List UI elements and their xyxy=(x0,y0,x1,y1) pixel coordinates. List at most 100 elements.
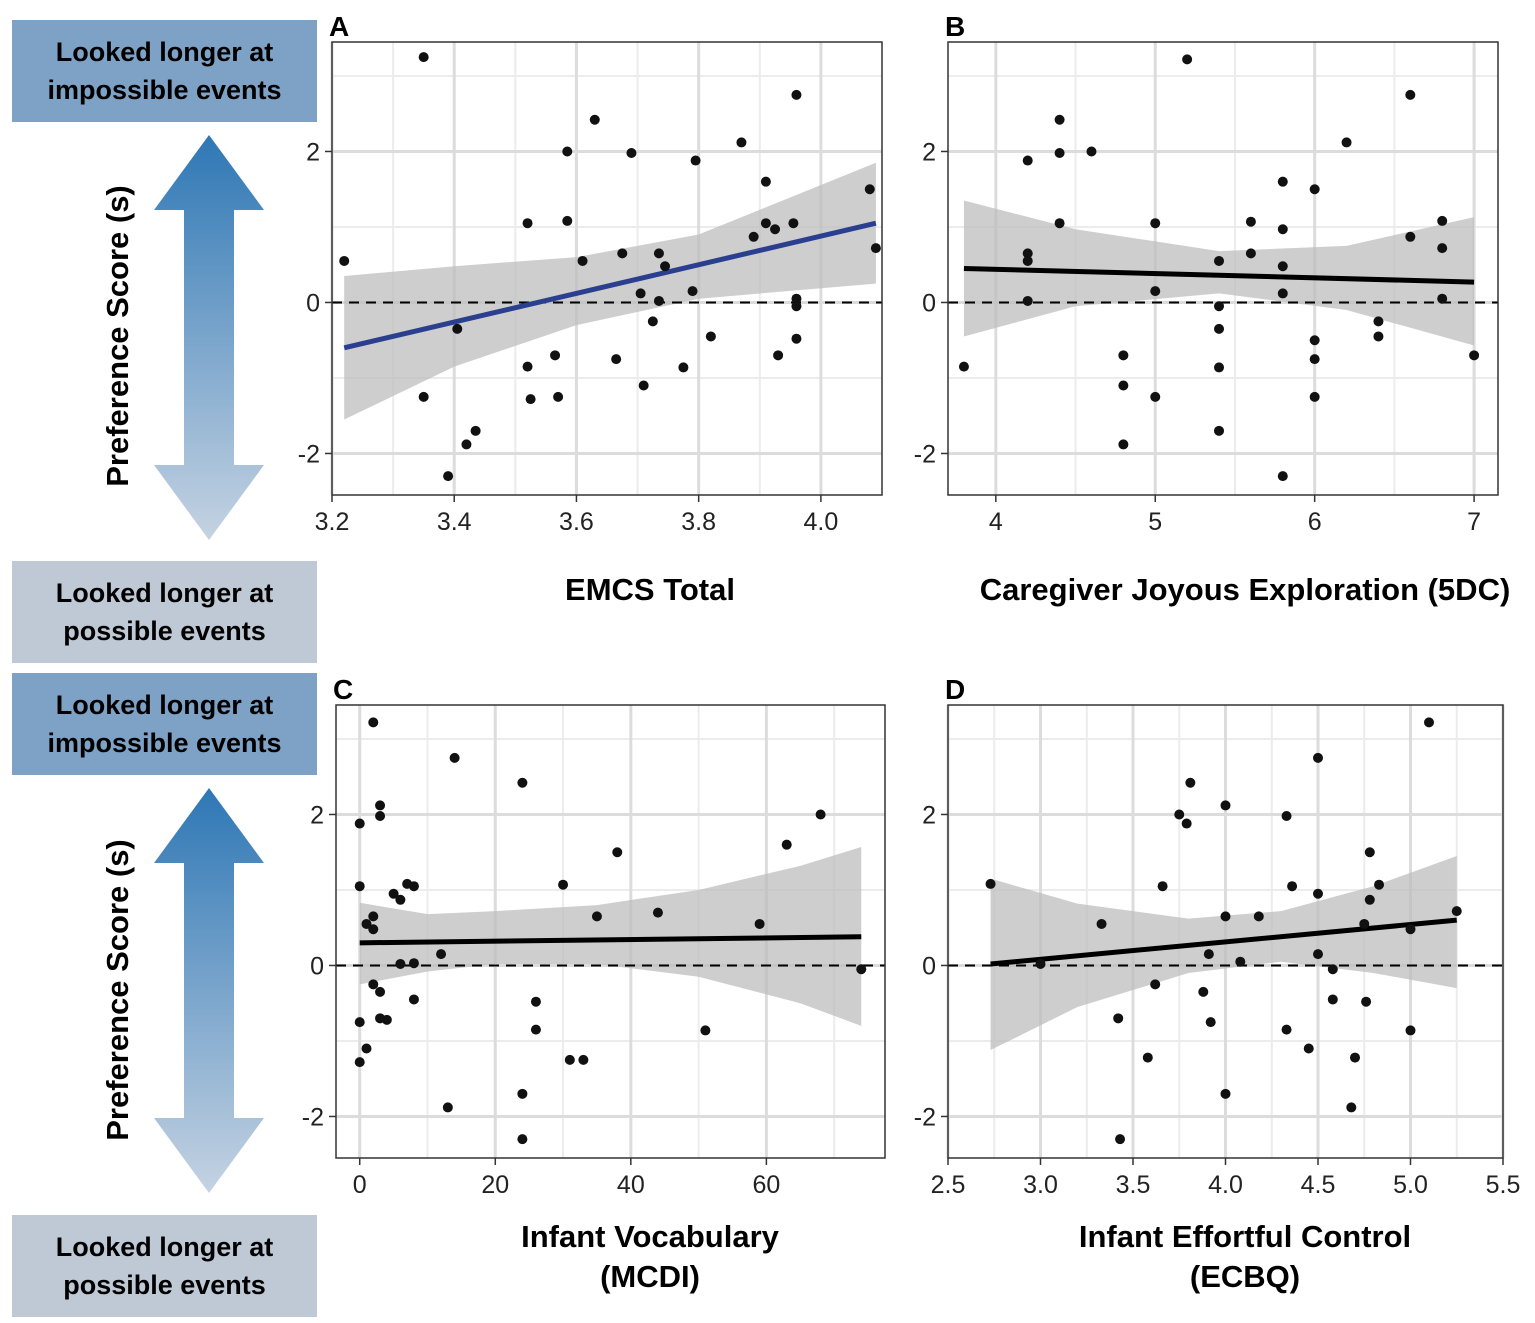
panel-d-data-point xyxy=(1327,964,1338,975)
panel-c-data-point xyxy=(354,1057,365,1068)
panel-c-data-point xyxy=(530,1024,541,1035)
panel-d-data-point xyxy=(1181,818,1192,829)
panel-c-data-point xyxy=(442,1102,453,1113)
panel-c-fit-line xyxy=(359,934,862,946)
panel-d-data-point xyxy=(1364,847,1375,858)
panel-a-data-point xyxy=(522,361,533,372)
panel-b-data-point xyxy=(1214,301,1225,312)
panel-b-data-point xyxy=(1022,295,1033,306)
panel-d-data-point xyxy=(1157,881,1168,892)
panel-c-data-point xyxy=(436,949,447,960)
panel-b-data-point xyxy=(1086,146,1097,157)
panel-d-data-point xyxy=(1198,986,1209,997)
label-possible-top-text: Looked longer at possible events xyxy=(55,578,274,646)
panel-b-data-point xyxy=(1309,391,1320,402)
label-impossible-top-text: Looked longer at impossible events xyxy=(47,37,282,105)
double-arrow-icon-bottom xyxy=(154,788,264,1193)
panel-c-data-point xyxy=(354,818,365,829)
panel-b-data-point xyxy=(1373,331,1384,342)
panel-d-x-tick-label: 3.0 xyxy=(1023,1171,1058,1199)
panel-a-data-point xyxy=(635,288,646,299)
panel-c-data-point xyxy=(375,986,386,997)
panel-b-data-point xyxy=(1277,176,1288,187)
panel-c-data-point xyxy=(517,1088,528,1099)
panel-d-y-tick-label: 0 xyxy=(922,952,936,980)
panel-c-x-tick-label: 20 xyxy=(481,1171,509,1199)
panel-a-data-point xyxy=(788,218,799,229)
panel-c-data-point xyxy=(375,810,386,821)
panel-a-data-point xyxy=(770,224,781,235)
panel-b-data-point xyxy=(1022,255,1033,266)
panel-a-data-point xyxy=(626,147,637,158)
panel-b-data-point xyxy=(1150,218,1161,229)
panel-c-data-point xyxy=(517,777,528,788)
panel-a-data-point xyxy=(760,176,771,187)
x-axis-title-d: Infant Effortful Control (ECBQ) xyxy=(1078,1219,1412,1294)
panel-a-data-point xyxy=(589,114,600,125)
panel-d-data-point xyxy=(1346,1102,1357,1113)
panel-a-y-tick-label: -2 xyxy=(298,440,320,468)
panel-b-data-point xyxy=(1309,335,1320,346)
double-arrow-icon-top xyxy=(154,135,264,540)
panel-c-letter: C xyxy=(333,674,353,705)
panel-c-data-point xyxy=(354,881,365,892)
panel-a-data-point xyxy=(550,350,561,361)
panel-d-x-tick-label: 3.5 xyxy=(1116,1171,1151,1199)
panel-d-data-point xyxy=(1281,1024,1292,1035)
panel-b-data-point xyxy=(1022,248,1033,259)
panel-a-data-point xyxy=(760,218,771,229)
panel-b-data-point xyxy=(1469,350,1480,361)
panel-d-data-point xyxy=(1174,809,1185,820)
panel-a-x-tick-label: 3.8 xyxy=(681,508,716,536)
panel-c-data-point xyxy=(388,888,399,899)
panel-c-data-point xyxy=(754,918,765,929)
panel-b-data-point xyxy=(1118,439,1129,450)
panel-d-data-point xyxy=(1220,911,1231,922)
panel-a-data-point xyxy=(562,146,573,157)
panel-c-y-tick-label: 0 xyxy=(310,952,324,980)
panel-c-data-point xyxy=(856,964,867,975)
panel-c-border xyxy=(335,704,886,1159)
label-impossible-top: Looked longer at impossible events xyxy=(12,20,317,122)
panel-c-y-tick-label: 2 xyxy=(310,801,324,829)
panel-b-data-point xyxy=(1182,54,1193,65)
panel-a-data-point xyxy=(418,391,429,402)
panel-d-data-point xyxy=(1096,918,1107,929)
panel-c-confidence-band xyxy=(359,846,862,1026)
panel-d-fit-line xyxy=(990,917,1457,967)
panel-d-data-point xyxy=(1424,717,1434,728)
panel-c-data-point xyxy=(361,1043,372,1054)
panel-d-data-point xyxy=(1361,996,1372,1007)
label-impossible-bottom: Looked longer at impossible events xyxy=(12,673,317,775)
panel-a-data-point xyxy=(418,52,429,63)
panel-a-confidence-band xyxy=(344,162,876,420)
panel-a-data-point xyxy=(611,354,622,365)
panel-a-data-point xyxy=(791,301,802,312)
panel-b-data-point xyxy=(1277,471,1288,482)
panel-a-data-point xyxy=(525,394,536,405)
panel-d-x-tick-label: 4.5 xyxy=(1301,1171,1336,1199)
panel-d-data-point xyxy=(1113,1013,1124,1024)
panel-b-x-tick-label: 6 xyxy=(1308,508,1322,536)
label-possible-bottom-text: Looked longer at possible events xyxy=(55,1232,274,1300)
panel-a-data-point xyxy=(339,255,350,266)
panel-d-letter: D xyxy=(945,674,965,705)
panel-d-x-tick-label: 2.5 xyxy=(931,1171,966,1199)
label-possible-top: Looked longer at possible events xyxy=(12,561,317,663)
panel-a-data-point xyxy=(705,331,716,342)
panel-a-data-point xyxy=(647,316,658,327)
panel-c-data-point xyxy=(612,847,623,858)
panel-c-data-point xyxy=(591,911,602,922)
panel-a-data-point xyxy=(653,248,664,259)
panel-b-data-point xyxy=(1277,261,1288,272)
panel-a-data-point xyxy=(461,439,472,450)
panel-b-data-point xyxy=(1118,380,1129,391)
panel-c-data-point xyxy=(375,800,386,811)
panel-a-data-point xyxy=(687,286,698,297)
panel-a-data-point xyxy=(617,248,628,259)
panel-d-data-point xyxy=(1364,894,1375,905)
panel-d-y-tick-label: -2 xyxy=(914,1103,936,1131)
panel-d-data-point xyxy=(1142,1052,1153,1063)
panel-b-data-point xyxy=(1150,286,1161,297)
panel-a-x-tick-label: 3.4 xyxy=(437,508,472,536)
